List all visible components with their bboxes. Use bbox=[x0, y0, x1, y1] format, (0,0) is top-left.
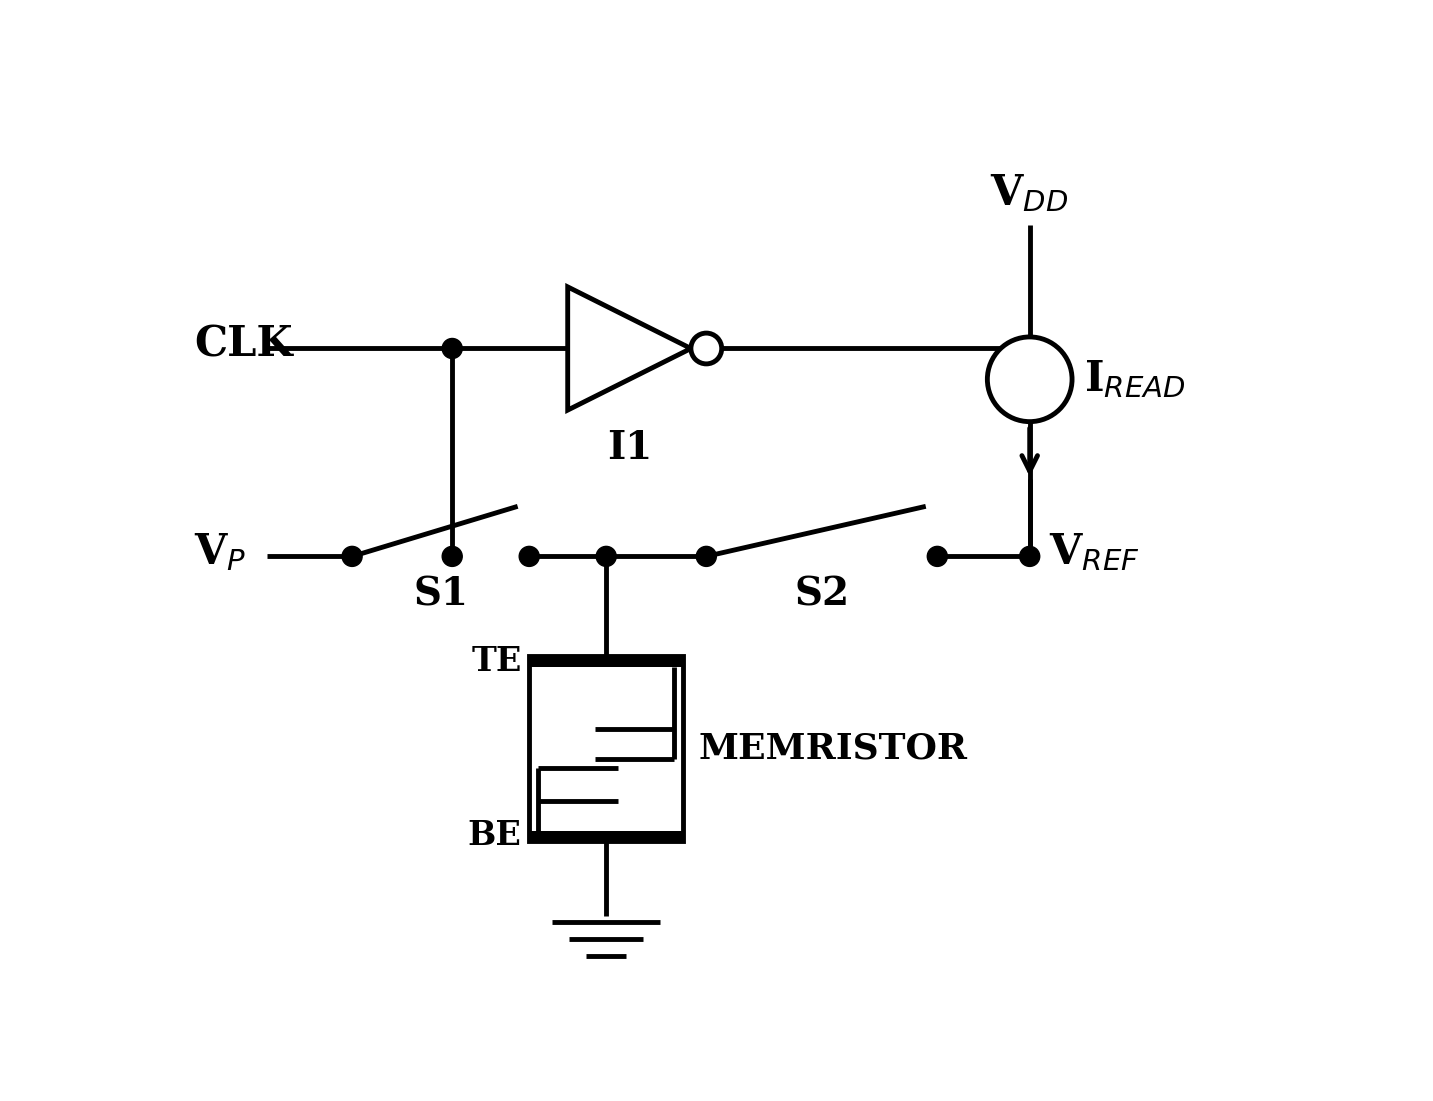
Text: CLK: CLK bbox=[195, 324, 292, 366]
Circle shape bbox=[596, 546, 616, 566]
Bar bbox=[529, 830, 684, 841]
Circle shape bbox=[443, 338, 463, 359]
Circle shape bbox=[519, 546, 539, 566]
Text: MEMRISTOR: MEMRISTOR bbox=[699, 732, 967, 766]
Circle shape bbox=[987, 337, 1072, 422]
Circle shape bbox=[927, 546, 947, 566]
Text: TE: TE bbox=[471, 645, 522, 678]
Circle shape bbox=[342, 546, 363, 566]
Text: I1: I1 bbox=[606, 429, 652, 467]
Bar bbox=[529, 656, 684, 667]
Circle shape bbox=[1020, 546, 1040, 566]
Text: V$_{DD}$: V$_{DD}$ bbox=[990, 172, 1069, 214]
Circle shape bbox=[696, 546, 716, 566]
Text: S2: S2 bbox=[794, 576, 850, 613]
Text: BE: BE bbox=[467, 819, 522, 852]
Text: S1: S1 bbox=[413, 576, 469, 613]
Circle shape bbox=[691, 334, 722, 364]
Text: V$_{REF}$: V$_{REF}$ bbox=[1049, 532, 1139, 574]
Text: V$_P$: V$_P$ bbox=[195, 532, 246, 574]
Circle shape bbox=[443, 546, 463, 566]
Text: I$_{READ}$: I$_{READ}$ bbox=[1083, 358, 1185, 401]
Bar bbox=[529, 656, 684, 841]
